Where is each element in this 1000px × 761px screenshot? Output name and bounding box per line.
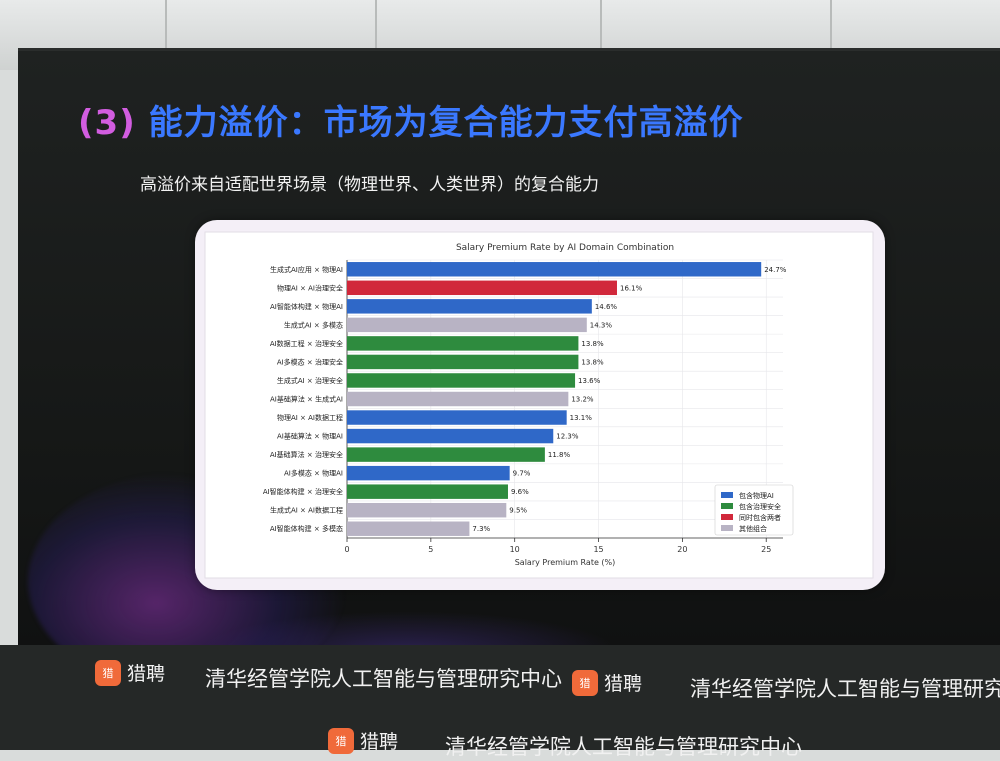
bar-value-label: 13.6%	[578, 377, 601, 385]
y-category-label: AI多模态 × 物理AI	[284, 469, 343, 478]
bar-value-label: 7.3%	[472, 525, 490, 533]
legend-label: 包含治理安全	[739, 502, 781, 511]
y-category-label: AI智能体构建 × 治理安全	[263, 487, 343, 496]
bar-value-label: 14.6%	[595, 303, 618, 311]
footer-brand-name: 猎聘	[127, 663, 166, 685]
bar-value-label: 13.8%	[581, 340, 604, 348]
bar	[347, 447, 545, 462]
y-category-label: AI基础算法 × 物理AI	[277, 432, 343, 441]
bar	[347, 502, 507, 518]
bar	[347, 299, 592, 314]
footer-brand-2: 猎 猎聘	[572, 669, 642, 696]
footer-institute: 清华经管学院人工智能与管理研究中心	[690, 677, 1000, 701]
bar-value-label: 9.5%	[509, 507, 527, 515]
wall-seam	[375, 0, 377, 70]
bar	[347, 465, 510, 481]
slide-title: (3) 能力溢价：市场为复合能力支付高溢价	[78, 95, 744, 144]
legend-label: 包含物理AI	[739, 491, 774, 500]
y-category-label: AI智能体构建 × 多模态	[270, 524, 343, 533]
wall-seam	[165, 0, 167, 70]
y-category-label: 物理AI × AI数据工程	[277, 413, 343, 422]
bar	[347, 373, 576, 388]
legend-label: 其他组合	[739, 524, 767, 533]
liepin-logo-icon: 猎	[328, 727, 354, 754]
bar	[347, 391, 569, 407]
footer-banner: 猎 猎聘 清华经管学院人工智能与管理研究中心 猎 猎聘 清华经管学院人工智能与管…	[0, 645, 1000, 759]
footer-institute: 清华经管学院人工智能与管理研究中心	[205, 667, 562, 691]
chart-card: Salary Premium Rate by AI Domain Combina…	[195, 220, 885, 590]
bar	[347, 521, 470, 536]
footer-brand-3: 猎 猎聘	[328, 727, 398, 754]
y-category-label: AI数据工程 × 治理安全	[270, 339, 343, 348]
y-category-label: 生成式AI × 治理安全	[277, 376, 343, 385]
y-category-label: AI基础算法 × 治理安全	[270, 450, 343, 459]
y-category-label: AI基础算法 × 生成式AI	[270, 395, 343, 404]
slide-subtitle: 高溢价来自适配世界场景（物理世界、人类世界）的复合能力	[140, 175, 599, 195]
bar-value-label: 11.8%	[548, 451, 571, 459]
x-tick-label: 10	[510, 545, 520, 554]
footer-brand-name: 猎聘	[360, 731, 399, 753]
bar	[347, 262, 762, 277]
y-category-label: 物理AI × AI治理安全	[277, 283, 343, 292]
x-tick-label: 5	[428, 545, 433, 554]
bar-value-label: 13.2%	[571, 396, 594, 404]
legend-swatch	[721, 492, 733, 498]
footer-brand-name: 猎聘	[604, 673, 643, 695]
y-category-label: AI多模态 × 治理安全	[277, 357, 343, 366]
bar-chart: Salary Premium Rate by AI Domain Combina…	[204, 231, 874, 579]
slide-title-number: (3)	[78, 103, 136, 143]
bar	[347, 317, 587, 333]
y-category-label: 生成式AI × AI数据工程	[270, 506, 343, 515]
bar-value-label: 13.1%	[570, 414, 593, 422]
liepin-logo-icon: 猎	[95, 659, 121, 686]
bar	[347, 336, 579, 351]
liepin-logo-icon: 猎	[572, 669, 598, 696]
legend-swatch	[721, 525, 733, 531]
wall-seam	[830, 0, 832, 70]
bar	[347, 354, 579, 370]
bar	[347, 428, 554, 444]
bar-value-label: 13.8%	[581, 358, 604, 366]
legend-swatch	[721, 503, 733, 509]
legend-label: 同时包含两者	[739, 513, 781, 522]
y-category-label: AI智能体构建 × 物理AI	[270, 302, 343, 311]
y-category-label: 生成式AI × 多模态	[284, 320, 343, 329]
bar	[347, 484, 508, 499]
bar-value-label: 24.7%	[764, 266, 787, 274]
bar-value-label: 16.1%	[620, 284, 643, 292]
bar-value-label: 9.6%	[511, 488, 529, 496]
x-axis-label: Salary Premium Rate (%)	[515, 558, 616, 567]
bar-value-label: 9.7%	[513, 470, 531, 478]
x-tick-label: 15	[593, 545, 603, 554]
x-tick-label: 25	[761, 545, 771, 554]
y-category-label: 生成式AI应用 × 物理AI	[270, 265, 343, 274]
chart-title: Salary Premium Rate by AI Domain Combina…	[456, 243, 674, 253]
wall-seam	[600, 0, 602, 70]
bar-value-label: 14.3%	[590, 321, 613, 329]
footer-brand-1: 猎 猎聘	[95, 659, 165, 686]
footer-institute: 清华经管学院人工智能与管理研究中心	[445, 735, 802, 759]
slide-title-text: 能力溢价：市场为复合能力支付高溢价	[148, 103, 744, 143]
bar	[347, 280, 617, 296]
x-tick-label: 20	[677, 545, 687, 554]
bar	[347, 410, 567, 425]
bar-value-label: 12.3%	[556, 433, 579, 441]
x-tick-label: 0	[344, 545, 349, 554]
legend-swatch	[721, 514, 733, 520]
legend-box	[714, 484, 794, 536]
